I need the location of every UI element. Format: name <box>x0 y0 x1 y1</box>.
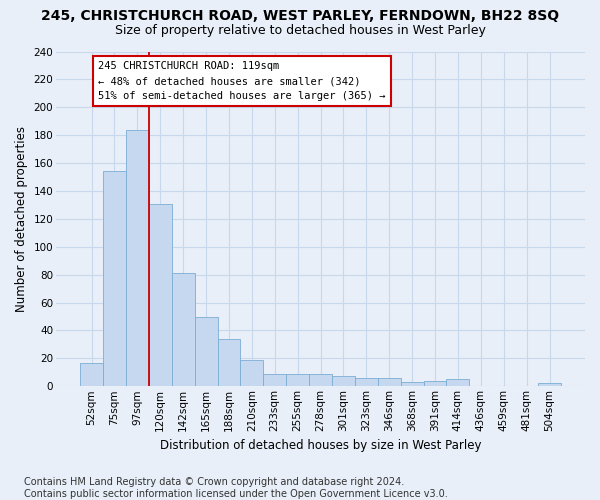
Bar <box>355 378 378 386</box>
Bar <box>149 204 172 386</box>
Bar <box>538 384 561 386</box>
Text: 245, CHRISTCHURCH ROAD, WEST PARLEY, FERNDOWN, BH22 8SQ: 245, CHRISTCHURCH ROAD, WEST PARLEY, FER… <box>41 9 559 23</box>
Bar <box>103 172 126 386</box>
Bar <box>309 374 332 386</box>
Bar <box>424 380 446 386</box>
Bar <box>378 378 401 386</box>
Bar <box>401 382 424 386</box>
Bar <box>286 374 309 386</box>
Text: Size of property relative to detached houses in West Parley: Size of property relative to detached ho… <box>115 24 485 37</box>
Bar <box>126 130 149 386</box>
Bar <box>172 274 194 386</box>
Text: Contains HM Land Registry data © Crown copyright and database right 2024.
Contai: Contains HM Land Registry data © Crown c… <box>24 478 448 499</box>
Y-axis label: Number of detached properties: Number of detached properties <box>15 126 28 312</box>
Bar <box>446 380 469 386</box>
Bar <box>194 316 218 386</box>
Bar <box>332 376 355 386</box>
Bar <box>241 360 263 386</box>
X-axis label: Distribution of detached houses by size in West Parley: Distribution of detached houses by size … <box>160 440 481 452</box>
Bar <box>218 339 241 386</box>
Bar <box>263 374 286 386</box>
Bar <box>80 362 103 386</box>
Text: 245 CHRISTCHURCH ROAD: 119sqm
← 48% of detached houses are smaller (342)
51% of : 245 CHRISTCHURCH ROAD: 119sqm ← 48% of d… <box>98 62 385 101</box>
